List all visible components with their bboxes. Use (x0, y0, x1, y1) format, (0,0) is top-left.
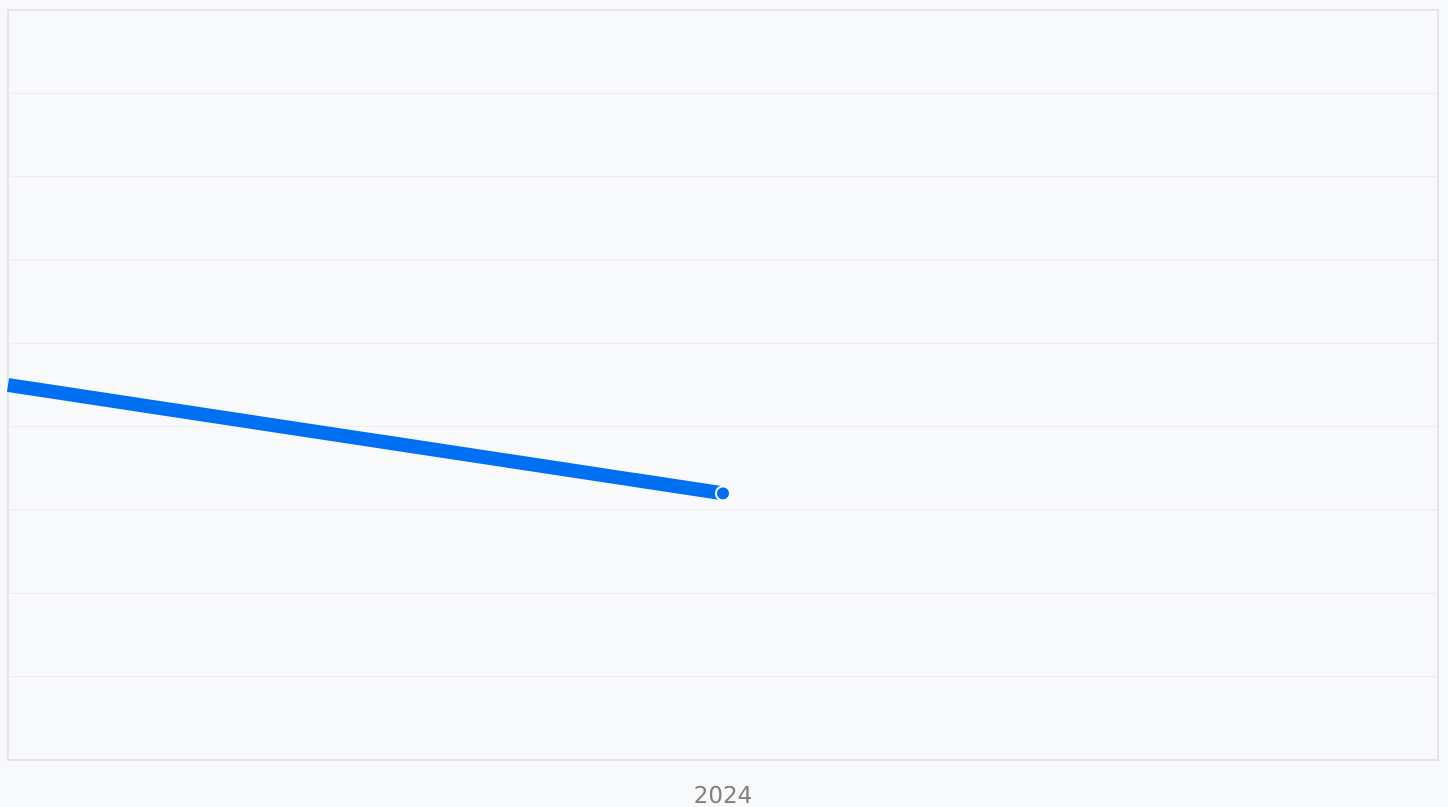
data-point[interactable] (715, 485, 731, 502)
series-layer (6, 378, 731, 502)
series-line (6, 378, 725, 501)
x-axis: 2024 (694, 783, 753, 807)
plot-background (8, 10, 1438, 760)
x-tick-label: 2024 (694, 783, 753, 807)
